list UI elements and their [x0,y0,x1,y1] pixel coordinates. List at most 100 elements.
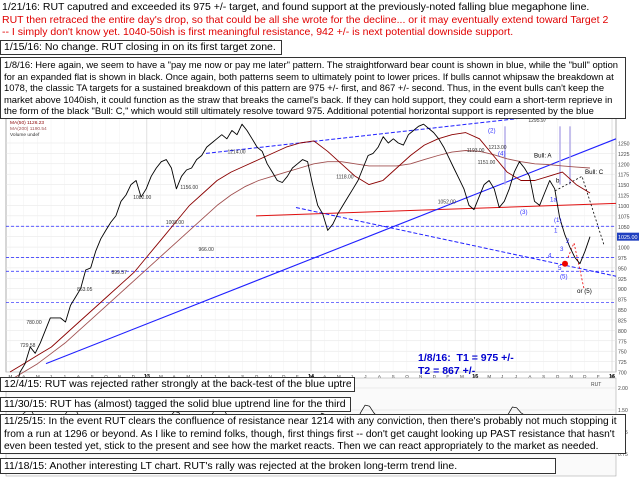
x-month-label: J [351,374,353,379]
x-month-label: A [528,374,532,379]
x-month-label: F [145,374,148,379]
x-month-label: F [446,374,449,379]
note-1-21-16: 1/21/16: RUT caputred and exceeded its 9… [0,0,622,40]
x-month-label: N [268,374,271,379]
x-month-label: M [310,374,314,379]
x-month-label: F [597,374,600,379]
note-12-4-15: 12/4/15: RUT was rejected rather strongl… [0,377,355,392]
y-tick-label: 750 [618,350,627,356]
note-1-15-16-text: 1/15/16: No change. RUT closing in on it… [4,41,276,53]
annotation-targets-text: 1/8/16: T1 = 975 +/- T2 = 867 +/- [418,352,514,377]
x-month-label: J [364,374,366,379]
x-month-label: M [487,374,491,379]
annotation-targets: 1/8/16: T1 = 975 +/- T2 = 867 +/- [415,325,514,377]
x-month-label: S [542,374,545,379]
wave-label: Bull: A [534,153,552,160]
x-month-label: M [337,374,341,379]
price-label: 1193.00 [467,148,485,154]
labels-layer: 729.58780.00863.05899.571008.001082.0012… [20,118,604,349]
ma50-line [9,132,591,373]
wave-label: (1) [554,217,562,224]
y-tick-label: 725 [618,360,627,366]
price-label: 1151.00 [478,160,496,166]
price-label: 899.57 [112,270,128,276]
x-year-label: 15 [472,374,478,380]
y-tick-label: 1175 [618,173,629,179]
y-tick-label: 975 [618,256,627,262]
x-month-label: O [556,374,560,379]
y-tick-label: 850 [618,308,627,314]
price-label: 1156.00 [180,185,198,191]
note-1-21-16-line1: 1/21/16: RUT caputred and exceeded its 9… [2,1,590,13]
y-tick-label: 1150 [618,183,629,189]
price-label: 966.00 [199,247,215,253]
note-1-21-16-line3: -- I simply don't know yet. 1040-50ish i… [2,26,514,38]
note-1-8-16: 1/8/16: Here again, we seem to have a "p… [0,57,626,119]
indicator-scale-label: 1.50 [618,408,628,414]
last-price-label: 1025.00 [618,235,638,241]
y-tick-label: 825 [618,318,627,324]
x-year-label: 16 [609,374,615,380]
wave-label: 2 [566,238,570,245]
target-dot [562,260,568,267]
price-label: 1118.00 [336,174,354,180]
x-month-label: A [77,374,81,379]
y-tick-label: 1000 [618,246,630,252]
note-11-30-15: 11/30/15: RUT has (almost) tagged the so… [0,397,351,412]
x-month-label: M [159,374,163,379]
x-month-label: A [323,374,327,379]
x-month-label: M [186,374,190,379]
x-month-label: M [9,374,13,379]
price-label: 1214.00 [228,149,246,155]
x-month-label: S [392,374,395,379]
y-tick-label: 1075 [618,214,630,220]
last-price-badge [617,232,639,241]
price-label: 1213.00 [489,145,507,151]
x-month-label: A [227,374,231,379]
x-month-label: S [241,374,244,379]
wave-label: 1a [550,196,557,203]
x-month-label: J [200,374,202,379]
note-1-15-16: 1/15/16: No change. RUT closing in on it… [0,40,282,55]
x-month-label: A [378,374,382,379]
x-month-label: D [132,374,136,379]
wave-label: 4 [548,252,552,259]
x-month-label: N [419,374,422,379]
note-11-30-15-text: 11/30/15: RUT has (almost) tagged the so… [4,398,347,410]
note-1-21-16-line2: RUT then retraced the entire day's drop,… [2,13,609,26]
price-label: 780.00 [26,320,42,326]
ma200-line [9,150,591,381]
note-11-25-15-text: 11/25/15: In the event RUT clears the co… [4,416,617,452]
price-label: 1052.00 [438,199,456,205]
x-month-label: O [104,374,108,379]
wave-label: or (5) [577,288,592,295]
x-month-label: J [63,374,65,379]
y-tick-label: 1050 [618,225,630,231]
y-tick-label: 1100 [618,204,629,210]
wave-label: 5 [558,265,562,272]
x-month-label: N [118,374,121,379]
wave-label: (2) [488,128,496,135]
legend-line: Volume undef [10,132,40,138]
x-month-label: A [173,374,177,379]
y-tick-label: 700 [618,371,627,377]
y-tick-label: 875 [618,298,627,304]
blue-uptrend-line [45,138,617,365]
x-month-label: M [460,374,464,379]
note-1-8-16-text: 1/8/16: Here again, we seem to have a "p… [4,59,618,118]
x-month-label: M [36,374,40,379]
wave-label: (4) [498,150,506,157]
wave-label: b [556,178,560,185]
axes-layer: 1250 1225 1200 1175 1150 1125 1100 1075 1050 1025… [5,117,639,380]
wave-label: (3) [520,209,528,216]
price-label: 1008.00 [166,220,184,226]
y-tick-label: 925 [618,277,627,283]
indicator-scale-label: 0.75 [618,452,628,458]
x-month-label: D [282,374,286,379]
x-month-label: F [296,374,299,379]
wave-label: 1 [554,228,558,235]
y-tick-label: 900 [618,287,627,293]
x-month-label: N [569,374,572,379]
x-month-label: O [255,374,259,379]
indicator-scale-label: 2.00 [618,386,628,392]
